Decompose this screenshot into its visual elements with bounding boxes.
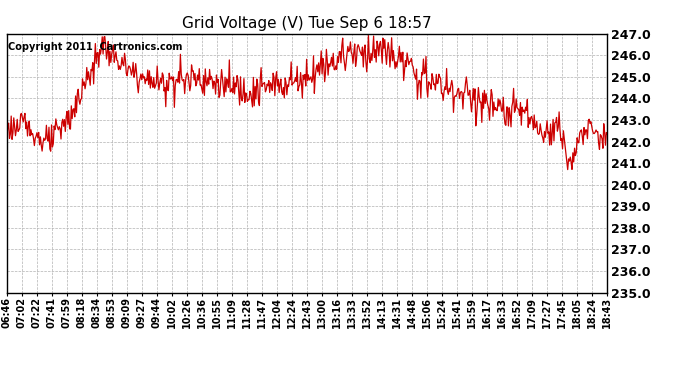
Text: Copyright 2011  Cartronics.com: Copyright 2011 Cartronics.com [8, 42, 182, 51]
Title: Grid Voltage (V) Tue Sep 6 18:57: Grid Voltage (V) Tue Sep 6 18:57 [182, 16, 432, 31]
